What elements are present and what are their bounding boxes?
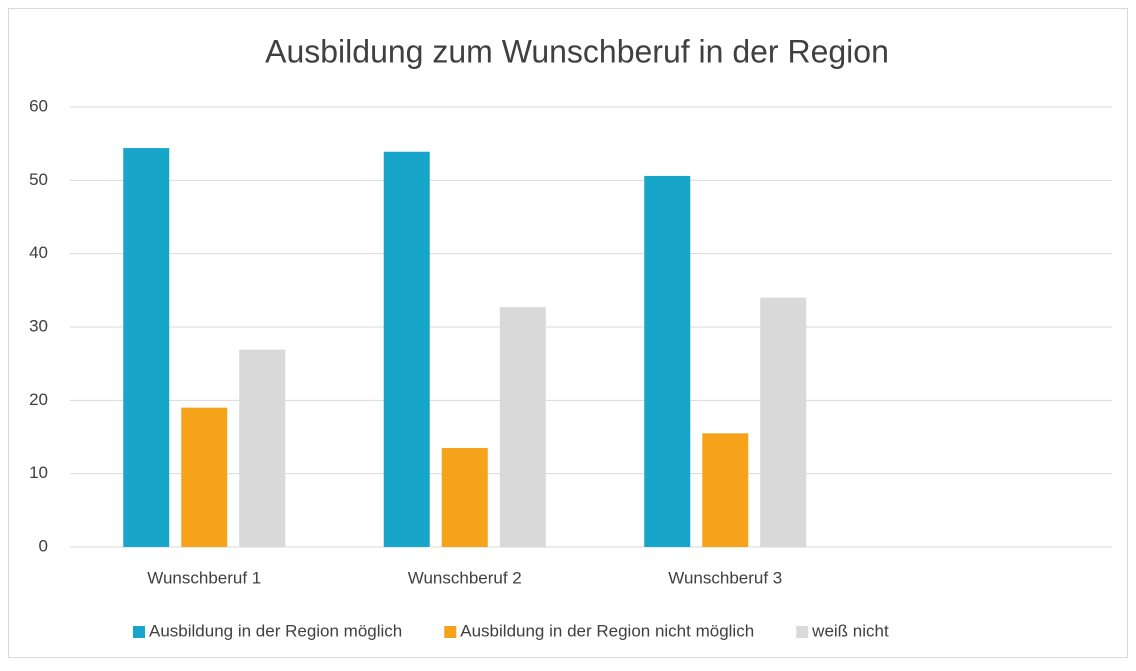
bar: [441, 448, 488, 547]
legend-swatch: [444, 626, 457, 638]
bar: [760, 297, 807, 547]
y-tick-label: 60: [29, 96, 48, 115]
bar: [702, 433, 749, 547]
y-tick-label: 30: [29, 316, 48, 335]
legend-swatch: [133, 626, 145, 638]
x-tick-label: Wunschberuf 3: [668, 568, 782, 587]
y-tick-label: 0: [39, 536, 48, 555]
chart-title: Ausbildung zum Wunschberuf in der Region: [265, 33, 889, 69]
y-tick-label: 10: [29, 463, 48, 482]
bar: [383, 151, 430, 547]
bar: [123, 148, 170, 548]
bar: [239, 349, 286, 547]
y-tick-label: 50: [29, 170, 48, 189]
legend-label: Ausbildung in der Region nicht möglich: [460, 621, 754, 640]
bar: [499, 307, 546, 547]
bar: [644, 175, 691, 547]
legend-label: weiß nicht: [811, 621, 889, 640]
bar: [181, 407, 228, 547]
y-tick-label: 20: [29, 390, 48, 409]
legend-label: Ausbildung in der Region möglich: [149, 621, 402, 640]
x-tick-label: Wunschberuf 2: [408, 568, 522, 587]
chart-border: [8, 8, 1128, 658]
x-tick-label: Wunschberuf 1: [147, 568, 261, 587]
legend-swatch: [796, 626, 809, 638]
y-tick-label: 40: [29, 243, 48, 262]
